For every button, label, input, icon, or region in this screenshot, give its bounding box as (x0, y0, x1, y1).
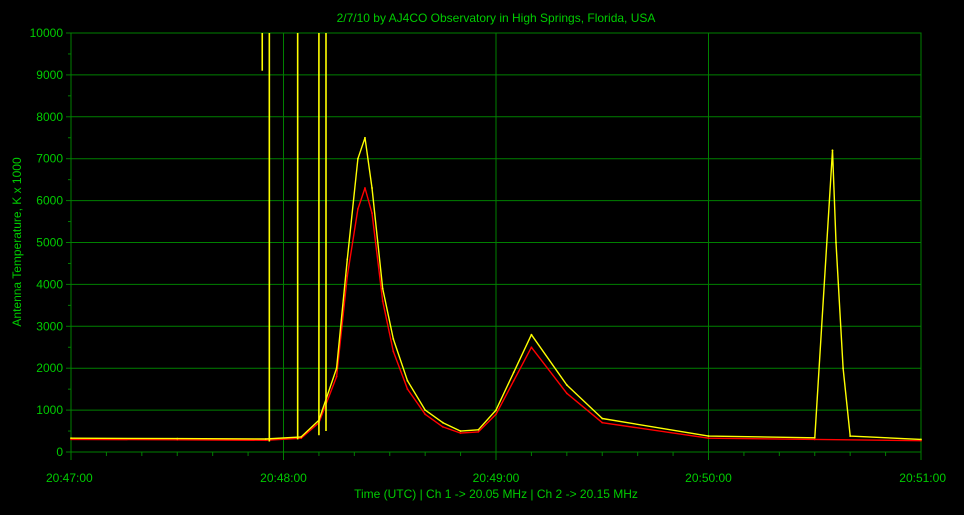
data-point-ch2 (831, 149, 834, 152)
data-point-ch1 (477, 430, 480, 433)
data-point-ch1 (346, 275, 349, 277)
y-tick-label: 7000 (36, 152, 63, 166)
data-point-ch2 (842, 367, 844, 370)
data-point-ch1 (512, 379, 515, 382)
data-point-ch1 (565, 392, 568, 395)
data-point-ch1 (813, 438, 816, 441)
data-point-ch2 (264, 438, 267, 440)
data-point-ch2 (392, 337, 395, 340)
x-tick-label: 20:50:00 (685, 471, 732, 485)
y-tick-label: 2000 (36, 361, 63, 375)
data-point-ch2 (512, 371, 515, 374)
data-point-ch2 (477, 428, 480, 431)
x-axis-label: Time (UTC) | Ch 1 -> 20.05 MHz | Ch 2 ->… (354, 487, 638, 501)
y-tick-label: 1000 (36, 403, 63, 417)
data-point-ch1 (335, 375, 338, 378)
data-point-ch1 (70, 438, 72, 441)
data-point-ch2 (424, 409, 427, 411)
data-point-ch1 (459, 432, 462, 435)
data-point-ch1 (920, 439, 922, 442)
y-tick-label: 5000 (36, 236, 63, 250)
data-point-ch2 (565, 384, 568, 386)
data-point-ch1 (495, 413, 497, 416)
data-point-ch2 (300, 436, 303, 438)
axes: 0 1000 2000 3000 4000 5000 6000 7000 8000 9000 100… (30, 26, 947, 485)
data-point-ch2 (406, 379, 409, 382)
data-point-ch2 (381, 287, 384, 290)
data-point-ch2 (371, 187, 373, 189)
data-point-ch1 (530, 346, 533, 349)
x-tick-label: 20:48:00 (260, 471, 307, 485)
y-axis-label: Antenna Temperature, K x 1000 (10, 157, 24, 327)
y-tick-label: 9000 (36, 68, 63, 82)
series (70, 33, 922, 442)
data-point-ch1 (392, 350, 395, 353)
data-point-ch2 (346, 258, 349, 261)
data-point-ch2 (835, 241, 837, 244)
data-point-ch1 (176, 438, 179, 441)
y-tick-label: 6000 (36, 194, 63, 208)
x-tick-label: 20:47:00 (46, 471, 93, 485)
data-point-ch1 (406, 388, 409, 391)
y-tick-label: 8000 (36, 110, 63, 124)
data-point-ch1 (441, 425, 444, 428)
chart-title: 2/7/10 by AJ4CO Observatory in High Spri… (337, 11, 656, 25)
data-point-ch2 (920, 438, 922, 441)
data-point-ch2 (335, 367, 338, 370)
data-point-ch1 (264, 439, 267, 442)
data-point-ch1 (364, 187, 366, 189)
data-point-ch2 (441, 421, 444, 424)
data-point-ch1 (356, 208, 359, 210)
data-point-ch2 (601, 417, 604, 420)
data-point-ch2 (849, 435, 852, 437)
y-tick-label: 3000 (36, 319, 63, 333)
data-point-ch2 (813, 436, 816, 439)
labels: 2/7/10 by AJ4CO Observatory in High Spri… (10, 11, 655, 501)
data-point-ch1 (424, 413, 427, 416)
x-tick-label: 20:51:00 (899, 471, 946, 485)
data-point-ch2 (70, 437, 72, 440)
data-point-ch1 (707, 437, 710, 440)
y-tick-label: 4000 (36, 277, 63, 291)
x-tick-label: 20:49:00 (473, 471, 520, 485)
y-tick-label: 10000 (30, 26, 64, 40)
data-point-ch2 (356, 157, 359, 160)
y-tick-label: 0 (56, 445, 63, 459)
data-point-ch2 (364, 136, 366, 139)
data-point-ch1 (601, 421, 604, 424)
data-point-ch2 (530, 333, 533, 336)
data-point-ch2 (459, 430, 462, 432)
data-point-ch2 (495, 409, 497, 411)
data-point-ch1 (300, 437, 303, 440)
data-point-ch1 (371, 212, 373, 215)
data-point-ch1 (381, 300, 384, 303)
data-point-ch2 (176, 437, 179, 440)
data-point-ch2 (707, 435, 710, 437)
